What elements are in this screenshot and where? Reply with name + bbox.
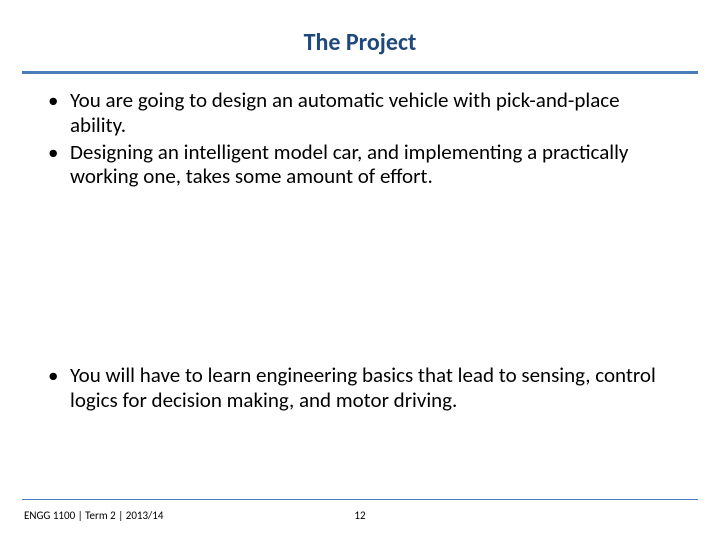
bullet-list-bottom: You will have to learn engineering basic…: [40, 363, 680, 413]
bullet-list-top: You are going to design an automatic veh…: [40, 88, 680, 189]
bullet-item: You will have to learn engineering basic…: [40, 363, 680, 413]
footer-rule: [22, 499, 698, 500]
slide: The Project You are going to design an a…: [0, 0, 720, 540]
bullet-item: You are going to design an automatic veh…: [40, 88, 680, 138]
footer-page-number: 12: [0, 509, 720, 522]
slide-body: You are going to design an automatic veh…: [0, 74, 720, 413]
bullet-item: Designing an intelligent model car, and …: [40, 140, 680, 190]
content-gap: [40, 191, 680, 363]
slide-title: The Project: [0, 0, 720, 67]
